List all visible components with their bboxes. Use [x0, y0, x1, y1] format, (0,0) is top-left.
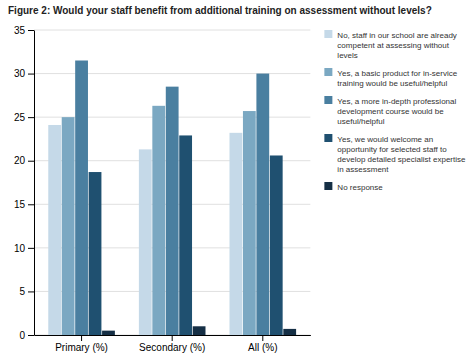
legend: No, staff in our school are alreadycompe…: [324, 30, 466, 192]
legend-label-line: competent at assessing without: [337, 41, 449, 50]
bar: [229, 133, 242, 335]
bar: [256, 74, 269, 335]
x-tick-mark: [172, 335, 173, 341]
legend-label-line: Yes, a basic product for in-service: [337, 69, 457, 78]
legend-swatch: [324, 30, 332, 38]
y-tick-label: 5: [19, 286, 25, 297]
legend-entry: Yes, a more in-depth professionaldevelop…: [324, 96, 456, 126]
x-tick-mark: [81, 335, 82, 341]
y-tick: 0: [19, 330, 34, 341]
legend-swatch: [324, 96, 332, 104]
chart-svg: Figure 2: Would your staff benefit from …: [0, 0, 474, 359]
y-tick-label: 0: [19, 330, 25, 341]
bars: [48, 61, 296, 336]
y-tick: 35: [14, 25, 34, 36]
y-tick-mark: [28, 74, 34, 75]
y-tick-label: 30: [14, 68, 26, 79]
x-tick: Secondary (%): [139, 335, 205, 353]
y-tick-label: 25: [14, 112, 26, 123]
y-tick-label: 20: [14, 155, 26, 166]
legend-label-line: No response: [337, 183, 383, 192]
bar: [139, 149, 152, 335]
x-tick-mark: [262, 335, 263, 341]
bar: [102, 331, 115, 335]
legend-label-line: Yes, we would welcome an: [337, 135, 433, 144]
y-tick: 15: [14, 199, 34, 210]
bar: [270, 155, 283, 335]
bar: [166, 87, 179, 335]
legend-label-line: useful/helpful: [337, 117, 384, 126]
y-tick-mark: [28, 248, 34, 249]
y-tick-label: 35: [14, 25, 26, 36]
grid-line: [34, 30, 310, 31]
legend-label: No response: [337, 183, 383, 192]
chart-title: Figure 2: Would your staff benefit from …: [8, 5, 432, 16]
y-tick: 5: [19, 286, 34, 297]
legend-label: Yes, a more in-depth professionaldevelop…: [337, 97, 456, 126]
legend-entry: Yes, a basic product for in-servicetrain…: [324, 68, 457, 88]
x-tick-label: Secondary (%): [139, 342, 205, 353]
y-axis: 0 5 10 15 20 25 30 35: [14, 25, 35, 341]
x-tick-label: All (%): [248, 342, 277, 353]
y-tick: 25: [14, 112, 34, 123]
legend-swatch: [324, 68, 332, 76]
y-tick-mark: [28, 30, 34, 31]
bar: [283, 329, 296, 335]
bar: [62, 117, 75, 335]
bar: [152, 106, 165, 335]
legend-swatch: [324, 182, 332, 190]
bar: [75, 61, 88, 336]
legend-label-line: in assessment: [337, 165, 389, 174]
y-tick-mark: [28, 117, 34, 118]
bar: [193, 326, 206, 335]
legend-label-line: No, staff in our school are already: [337, 31, 456, 40]
legend-label: Yes, we would welcome anopportunity for …: [337, 135, 466, 174]
legend-label: Yes, a basic product for in-servicetrain…: [337, 69, 457, 88]
y-tick: 20: [14, 155, 34, 166]
legend-label-line: opportunity for selected staff to: [337, 145, 447, 154]
y-axis-line: [34, 31, 35, 336]
legend-label-line: develop detailed specialist expertise: [337, 155, 466, 164]
legend-entry: No, staff in our school are alreadycompe…: [324, 30, 456, 60]
y-tick-mark: [28, 335, 34, 336]
legend-label-line: training would be useful/helpful: [337, 79, 447, 88]
legend-label-line: levels: [337, 51, 357, 60]
legend-entry: Yes, we would welcome anopportunity for …: [324, 134, 466, 174]
y-tick: 30: [14, 68, 34, 79]
x-tick: Primary (%): [55, 335, 108, 353]
y-tick-mark: [28, 291, 34, 292]
y-tick-mark: [28, 161, 34, 162]
x-axis: Primary (%) Secondary (%) All (%): [35, 335, 311, 353]
legend-label-line: Yes, a more in-depth professional: [337, 97, 456, 106]
bar: [243, 111, 256, 335]
x-tick: All (%): [248, 335, 277, 353]
legend-label: No, staff in our school are alreadycompe…: [337, 31, 456, 60]
legend-swatch: [324, 134, 332, 142]
legend-label-line: development course would be: [337, 107, 444, 116]
y-tick-label: 15: [14, 199, 26, 210]
x-tick-label: Primary (%): [55, 342, 108, 353]
grid: [34, 30, 310, 335]
title-line: Figure 2: Would your staff benefit from …: [8, 5, 432, 16]
bar: [179, 135, 192, 335]
bar: [48, 125, 61, 335]
bar: [89, 172, 102, 335]
y-tick: 10: [14, 243, 34, 254]
chart-container: Figure 2: Would your staff benefit from …: [0, 0, 474, 359]
y-tick-label: 10: [14, 243, 26, 254]
y-tick-mark: [28, 204, 34, 205]
legend-entry: No response: [324, 182, 383, 192]
